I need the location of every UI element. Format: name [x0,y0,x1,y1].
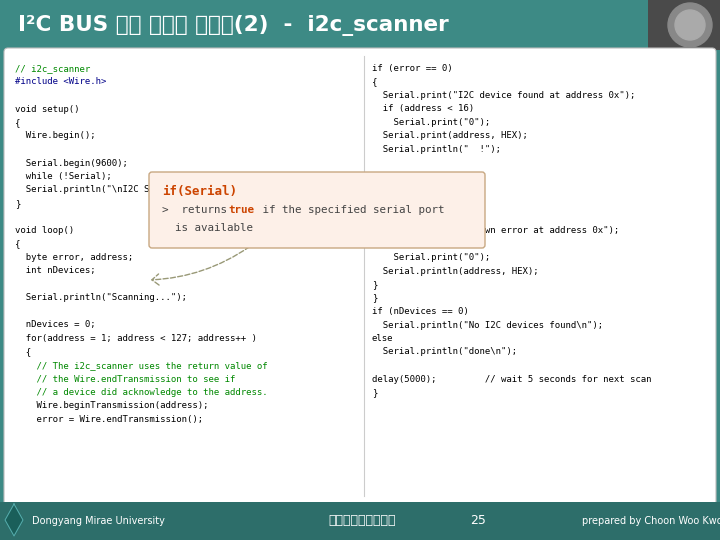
Text: }: } [15,199,20,208]
Text: Serial.print("0");: Serial.print("0"); [372,253,490,262]
Text: Serial.print("Unknown error at address 0x");: Serial.print("Unknown error at address 0… [372,226,619,235]
Text: Serial.println("done\n");: Serial.println("done\n"); [372,348,517,356]
Text: if (error == 0): if (error == 0) [372,64,453,73]
Text: nDevices = 0;: nDevices = 0; [15,321,96,329]
Text: Serial.print("0");: Serial.print("0"); [372,118,490,127]
FancyArrowPatch shape [152,247,250,285]
Text: Serial.println("\nI2C Scanner");: Serial.println("\nI2C Scanner"); [15,186,198,194]
Text: {: { [372,78,377,86]
Text: Wire.begin();: Wire.begin(); [15,132,96,140]
Text: }: } [372,294,377,302]
Text: {: { [372,213,377,221]
Text: delay(5000);         // wait 5 seconds for next scan: delay(5000); // wait 5 seconds for next … [372,375,652,383]
Text: is available: is available [162,223,253,233]
Text: {: { [15,118,20,127]
Text: prepared by Choon Woo Kwon: prepared by Choon Woo Kwon [582,516,720,526]
FancyBboxPatch shape [648,0,720,50]
Text: #include <Wire.h>: #include <Wire.h> [15,78,107,86]
Text: nDevices++;: nDevices++; [372,172,442,181]
Text: else if (error==4): else if (error==4) [372,199,469,208]
Text: if the specified serial port: if the specified serial port [256,205,444,215]
Text: 25: 25 [470,515,486,528]
Text: else: else [372,334,394,343]
FancyBboxPatch shape [149,172,485,248]
Text: byte error, address;: byte error, address; [15,253,133,262]
Text: true: true [228,205,254,215]
Text: // i2c_scanner: // i2c_scanner [15,64,90,73]
Text: // The i2c_scanner uses the return value of: // The i2c_scanner uses the return value… [15,361,268,370]
Text: int nDevices;: int nDevices; [15,267,96,275]
Circle shape [668,3,712,47]
Text: if (address < 16): if (address < 16) [372,240,474,248]
FancyBboxPatch shape [0,502,720,540]
Circle shape [675,10,705,40]
Text: Serial.print(address, HEX);: Serial.print(address, HEX); [372,132,528,140]
Text: error = Wire.endTransmission();: error = Wire.endTransmission(); [15,415,203,424]
Text: // a device did acknowledge to the address.: // a device did acknowledge to the addre… [15,388,268,397]
Text: {: { [15,240,20,248]
Polygon shape [5,504,23,536]
Text: Serial.println("Scanning...");: Serial.println("Scanning..."); [15,294,187,302]
Text: Dongyang Mirae University: Dongyang Mirae University [32,516,165,526]
Text: if(Serial): if(Serial) [162,185,237,198]
Text: {: { [15,348,31,356]
Text: Serial.println("  !");: Serial.println(" !"); [372,145,501,154]
Text: // the Wire.endTransmission to see if: // the Wire.endTransmission to see if [15,375,235,383]
Text: Serial.print("I2C device found at address 0x");: Serial.print("I2C device found at addres… [372,91,635,100]
Text: 센서활용프로그래밍: 센서활용프로그래밍 [328,515,396,528]
Text: }: } [372,186,377,194]
Text: Wire.beginTransmission(address);: Wire.beginTransmission(address); [15,402,209,410]
Text: if (address < 16): if (address < 16) [372,105,474,113]
Text: }: } [372,280,377,289]
Text: for(address = 1; address < 127; address++ ): for(address = 1; address < 127; address+… [15,334,257,343]
Text: I²C BUS 주소 스캔용 스케치(2)  -  i2c_scanner: I²C BUS 주소 스캔용 스케치(2) - i2c_scanner [18,15,449,36]
Text: if (nDevices == 0): if (nDevices == 0) [372,307,469,316]
Text: while (!Serial);         // Leonardo: wait for serial monitor: while (!Serial); // Leonardo: wait for s… [15,172,354,181]
Text: void setup(): void setup() [15,105,79,113]
Text: Serial.println(address, HEX);: Serial.println(address, HEX); [372,267,539,275]
Text: Serial.println("No I2C devices found\n");: Serial.println("No I2C devices found\n")… [372,321,603,329]
Text: Serial.begin(9600);: Serial.begin(9600); [15,159,128,167]
Text: void loop(): void loop() [15,226,74,235]
FancyBboxPatch shape [4,48,716,506]
Text: >  returns: > returns [162,205,233,215]
FancyBboxPatch shape [0,0,720,50]
Text: }: } [372,388,377,397]
